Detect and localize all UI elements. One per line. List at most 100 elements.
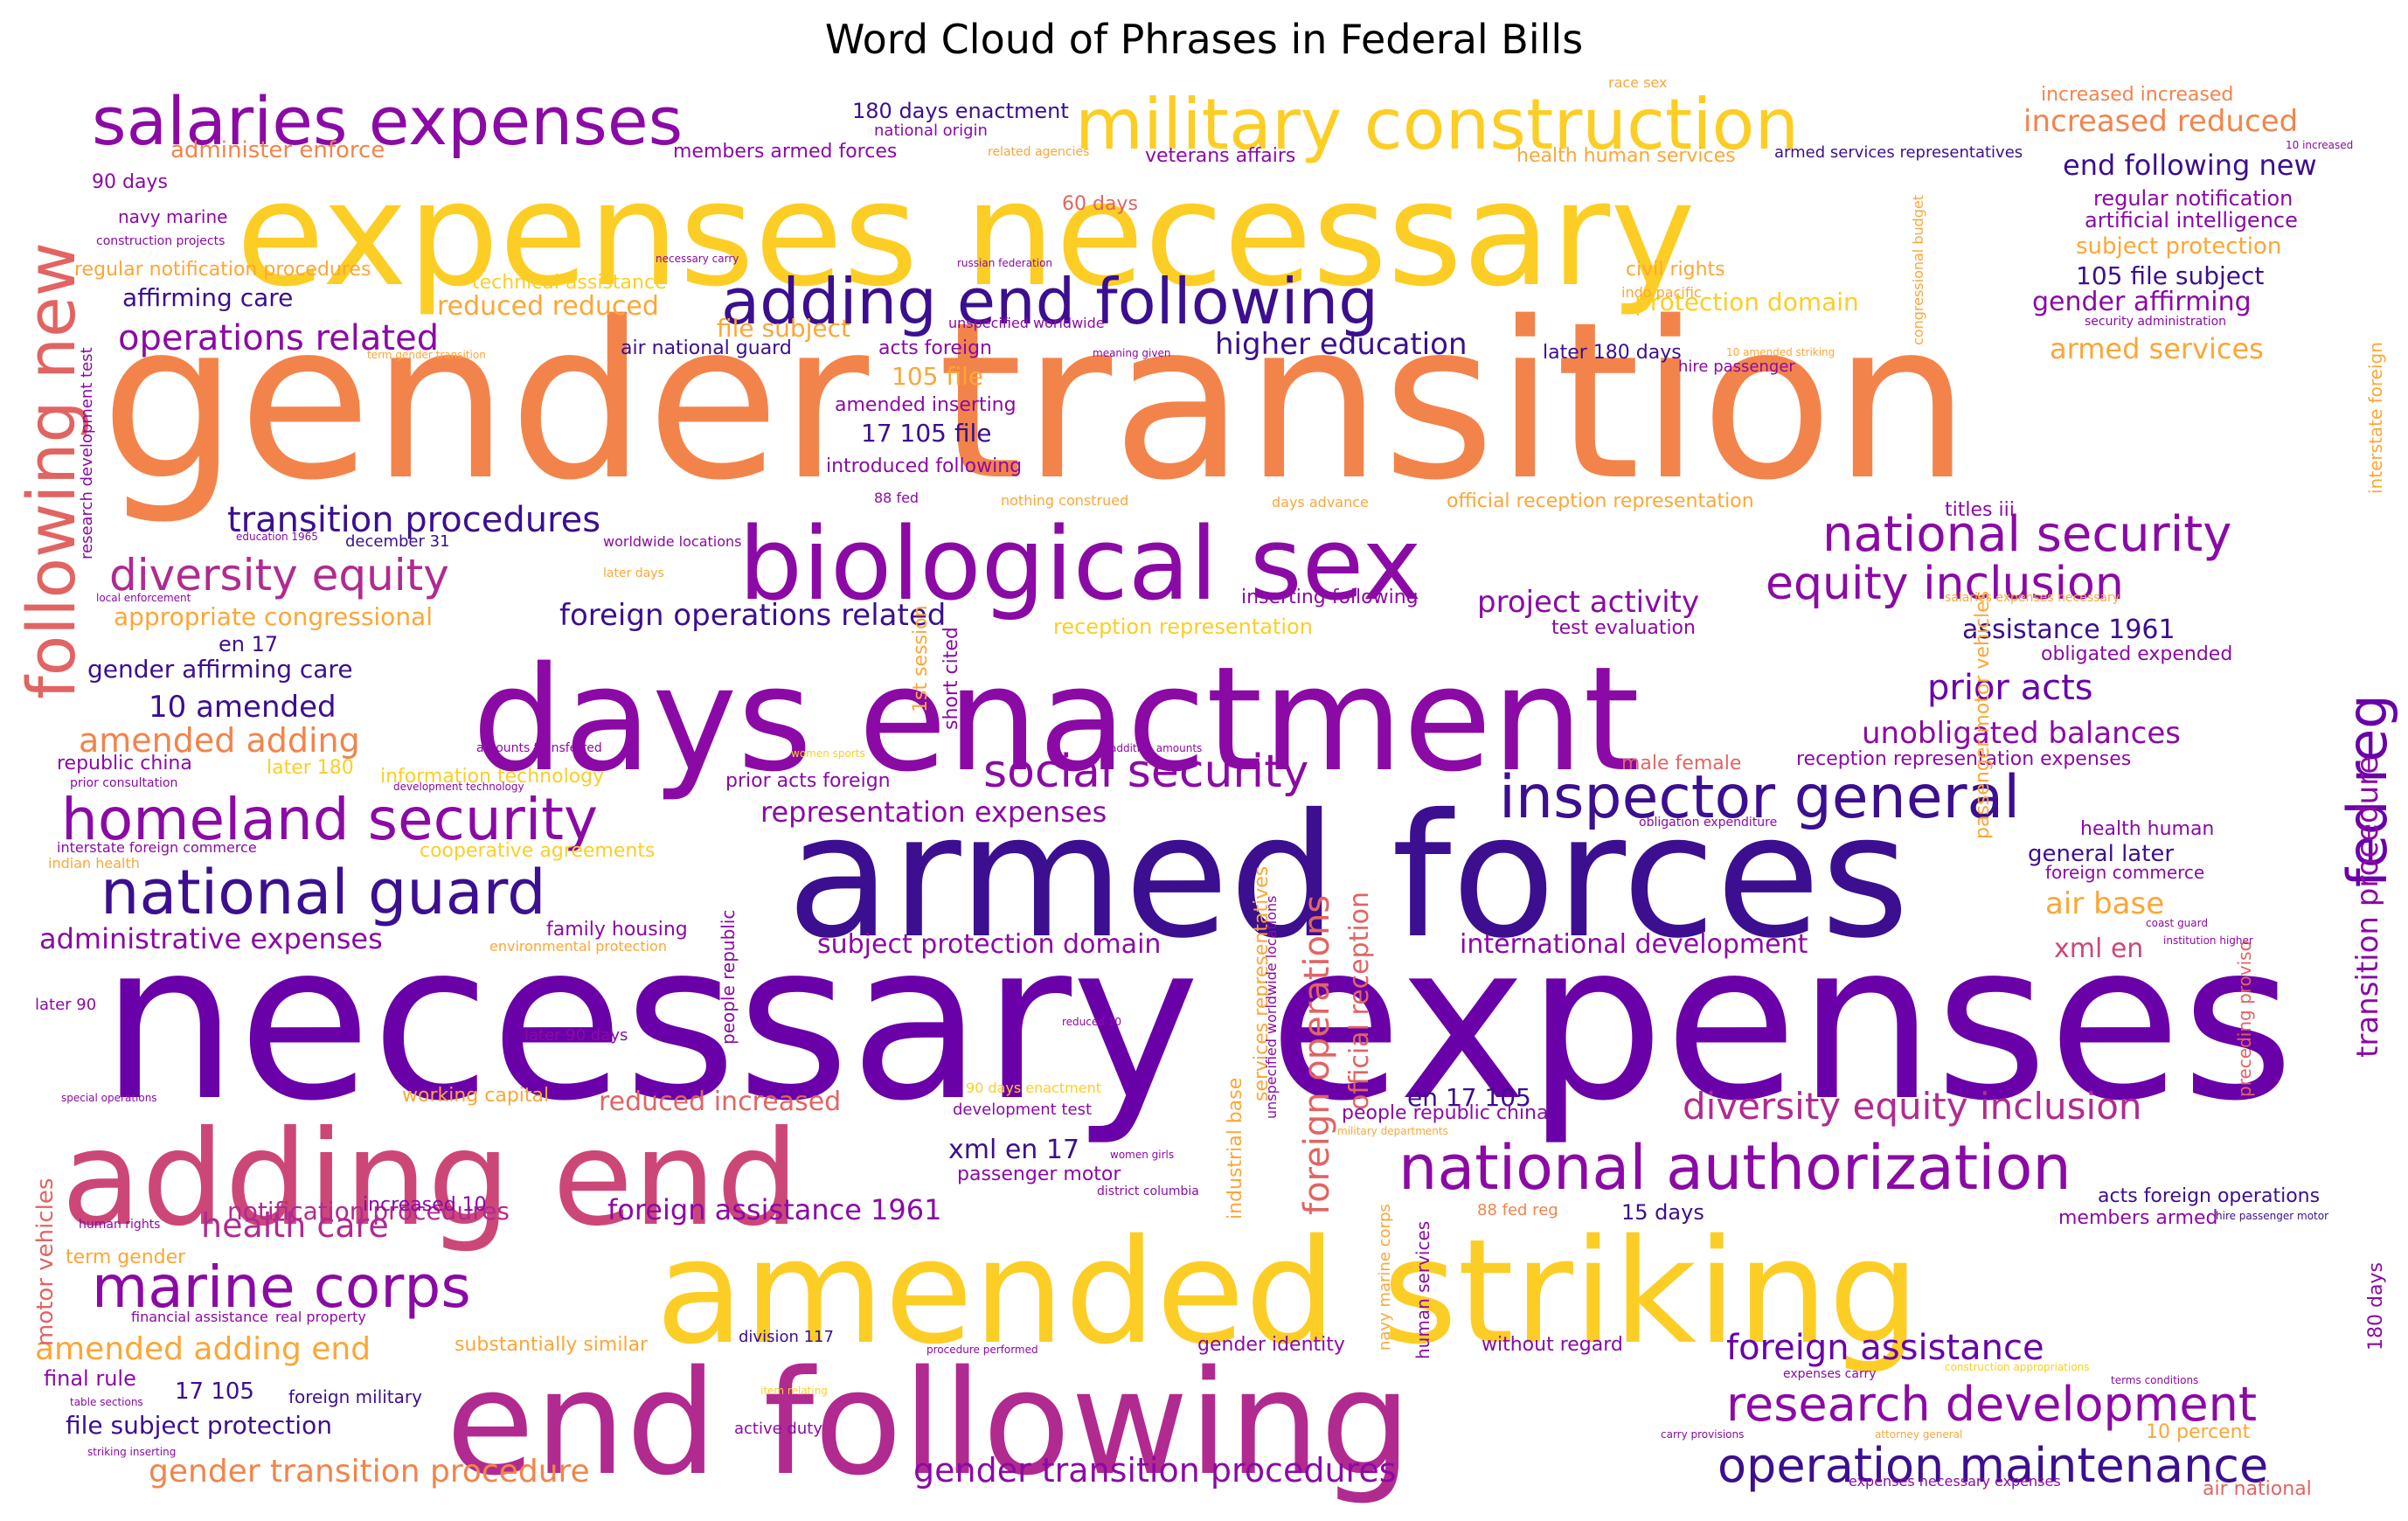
word-en-17: en 17 — [219, 632, 278, 656]
word-short-cited: short cited — [940, 627, 962, 730]
word-gender-identity: gender identity — [1197, 1334, 1345, 1356]
word-members-armed-forces: members armed forces — [673, 141, 897, 163]
word-security-administration: security administration — [2085, 315, 2226, 329]
word-coast-guard: coast guard — [2146, 917, 2208, 929]
word-financial-assistance: financial assistance — [131, 1309, 268, 1325]
word-file-subject: file subject — [717, 314, 850, 343]
word-fed-reg: fed reg — [2335, 694, 2399, 887]
word-assistance-1961: assistance 1961 — [1962, 615, 2176, 645]
word-social-security: social security — [983, 746, 1308, 798]
word-meaning-given: meaning given — [1093, 347, 1170, 359]
word-acts-foreign-operations: acts foreign operations — [2098, 1185, 2320, 1207]
word-salaries-expenses-necessary: salaries expenses necessary — [1945, 591, 2120, 605]
word-civil-rights: civil rights — [1626, 259, 1725, 281]
word-december-31: december 31 — [345, 532, 450, 551]
word-indian-health: indian health — [48, 855, 140, 872]
word-members-armed: members armed — [2058, 1207, 2217, 1229]
word-interstate-foreign-commerce: interstate foreign commerce — [57, 839, 257, 856]
word-division-117: division 117 — [739, 1328, 834, 1346]
word-national-guard: national guard — [101, 857, 546, 928]
word-salaries-expenses: salaries expenses — [92, 82, 683, 160]
word-later-180-days: later 180 days — [1543, 342, 1682, 364]
word-days-enactment: days enactment — [472, 635, 1640, 803]
word-terms-conditions: terms conditions — [2111, 1374, 2198, 1386]
word-passenger-motor: passenger motor — [957, 1163, 1121, 1185]
word-military-construction: military construction — [1075, 84, 1799, 165]
word-90-days-enactment: 90 days enactment — [966, 1080, 1101, 1096]
word-institution-higher: institution higher — [2163, 934, 2253, 947]
word-reduced-increased: reduced increased — [599, 1087, 841, 1117]
word-amended-adding-end: amended adding end — [35, 1331, 371, 1367]
word-increased-increased: increased increased — [2041, 84, 2233, 106]
word-notification-procedures: notification procedures — [227, 1197, 510, 1226]
word-information-technology: information technology — [380, 766, 604, 788]
word-introduced-following: introduced following — [826, 455, 1022, 477]
word-official-reception-representation: official reception representation — [1447, 490, 1754, 512]
word-reduced-reduced: reduced reduced — [437, 291, 659, 322]
word-without-regard: without regard — [1482, 1334, 1623, 1356]
word-addition-amounts: addition amounts — [1110, 742, 1202, 754]
word-end-following: end following — [446, 1339, 1412, 1507]
word-administrative-expenses: administrative expenses — [39, 922, 383, 955]
word-xml-en: xml en — [2054, 934, 2143, 964]
word-gender-affirming-care: gender affirming care — [87, 655, 353, 684]
word-special-operations: special operations — [61, 1092, 157, 1104]
word-air-national-guard: air national guard — [621, 337, 792, 359]
word-health-human: health human — [2080, 818, 2214, 840]
word-unspecified-worldwide-locations: unspecified worldwide locations — [1263, 895, 1280, 1119]
word-representation-expenses: representation expenses — [760, 795, 1107, 829]
word-later-180: later 180 — [267, 757, 354, 779]
word-expenses-necessary: expenses necessary — [236, 150, 1696, 318]
word-procedure-performed: procedure performed — [926, 1344, 1038, 1356]
word-table-sections: table sections — [70, 1396, 143, 1408]
word-project-activity: project activity — [1477, 585, 1699, 620]
word-research-development: research development — [1726, 1377, 2257, 1432]
word-veterans-affairs: veterans affairs — [1145, 145, 1295, 167]
word-subject-protection: subject protection — [2076, 233, 2281, 260]
word-race-sex: race sex — [1608, 74, 1667, 91]
word-end-following-new: end following new — [2063, 149, 2317, 182]
word-10-increased: 10 increased — [2286, 139, 2353, 151]
word-worldwide-locations: worldwide locations — [603, 533, 742, 550]
word-indo-pacific: indo pacific — [1621, 284, 1702, 301]
word-prior-acts-foreign: prior acts foreign — [725, 770, 891, 792]
word-inserting-following: inserting following — [1241, 587, 1419, 608]
word-environmental-protection: environmental protection — [489, 938, 667, 955]
word-foreign-operations: foreign operations — [1297, 895, 1337, 1215]
word-hire-passenger: hire passenger — [1678, 358, 1795, 376]
word-nothing-construed: nothing construed — [1001, 492, 1128, 509]
word-unspecified-worldwide: unspecified worldwide — [948, 315, 1105, 331]
word-amounts-transferred: amounts transferred — [476, 741, 602, 755]
word-transition-procedures: transition procedures — [227, 500, 600, 540]
word-health-human-services: health human services — [1516, 145, 1736, 167]
word-10-amended: 10 amended — [149, 690, 337, 725]
word-foreign-assistance-1961: foreign assistance 1961 — [607, 1193, 941, 1226]
word-construction-appropriations: construction appropriations — [1945, 1361, 2090, 1373]
word-preceding-proviso: preceding proviso — [2234, 941, 2255, 1097]
word-technical-assistance: technical assistance — [472, 272, 667, 294]
word-60-days: 60 days — [1062, 193, 1138, 215]
word-local-enforcement: local enforcement — [96, 592, 191, 604]
word-reception-representation-expenses: reception representation expenses — [1796, 748, 2131, 770]
word-expenses-necessary-expenses: expenses necessary expenses — [1849, 1473, 2061, 1490]
word-human-services: human services — [1412, 1221, 1433, 1359]
word-10-percent: 10 percent — [2146, 1421, 2251, 1443]
word-people-republic: people republic — [718, 910, 739, 1045]
word-protection-domain: protection domain — [1634, 288, 1859, 316]
word-subject-protection-domain: subject protection domain — [817, 929, 1161, 960]
word-active-duty: active duty — [734, 1420, 822, 1438]
word-prior-consultation: prior consultation — [70, 776, 177, 790]
word-marine-corps: marine corps — [92, 1254, 471, 1321]
word-interstate-foreign: interstate foreign — [2365, 342, 2386, 494]
word-people-republic-china: people republic china — [1342, 1102, 1548, 1124]
word-related-agencies: related agencies — [988, 145, 1089, 159]
word-male-female: male female — [1621, 753, 1741, 774]
word-prior-acts: prior acts — [1927, 668, 2093, 708]
word-national-security: national security — [1822, 506, 2231, 563]
word-gender-transition-procedure: gender transition procedure — [149, 1454, 590, 1490]
word-equity-inclusion: equity inclusion — [1766, 558, 2124, 610]
word-gender-transition-procedures: gender transition procedures — [913, 1451, 1397, 1490]
word-international-development: international development — [1460, 929, 1808, 960]
word-homeland-security: homeland security — [61, 786, 598, 853]
word-health-care: health care — [201, 1206, 389, 1245]
